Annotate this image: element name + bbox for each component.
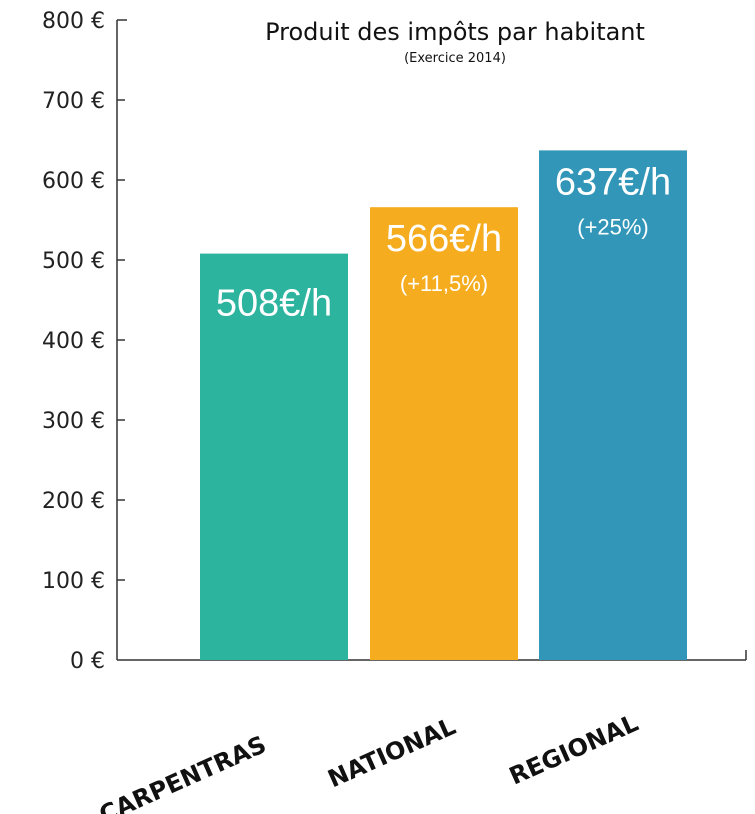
x-tick-label-carpentras: CARPENTRAS — [95, 730, 270, 814]
y-tick-label: 700 € — [42, 89, 105, 114]
x-tick-label-national: NATIONAL — [324, 712, 460, 793]
bar-delta-label: (+25%) — [577, 214, 649, 239]
bar-carpentras — [200, 253, 348, 660]
y-tick-label: 100 € — [42, 569, 105, 594]
bar-value-label: 637€/h — [555, 161, 671, 203]
x-tick-label-regional: REGIONAL — [505, 709, 642, 791]
bars: 508€/h 566€/h (+11,5%) 637€/h (+25%) — [200, 150, 687, 660]
chart-title: Produit des impôts par habitant — [265, 18, 645, 46]
y-tick-label: 0 € — [70, 649, 105, 674]
bar-value-label: 508€/h — [216, 283, 332, 325]
y-tick-label: 300 € — [42, 409, 105, 434]
chart-subtitle: (Exercice 2014) — [404, 51, 506, 66]
bar-value-label: 566€/h — [386, 218, 502, 260]
y-tick-label: 200 € — [42, 489, 105, 514]
y-tick-label: 800 € — [42, 9, 105, 34]
bar-regional — [539, 150, 687, 660]
axes: 0 € 100 € 200 € 300 € 400 € 500 € 600 € 700 € 80… — [42, 9, 747, 674]
y-tick-label: 400 € — [42, 329, 105, 354]
x-axis-labels: CARPENTRAS NATIONAL REGIONAL — [95, 709, 642, 814]
y-tick-label: 600 € — [42, 169, 105, 194]
y-tick-label: 500 € — [42, 249, 105, 274]
bar-national — [370, 207, 518, 660]
bar-delta-label: (+11,5%) — [400, 271, 488, 296]
